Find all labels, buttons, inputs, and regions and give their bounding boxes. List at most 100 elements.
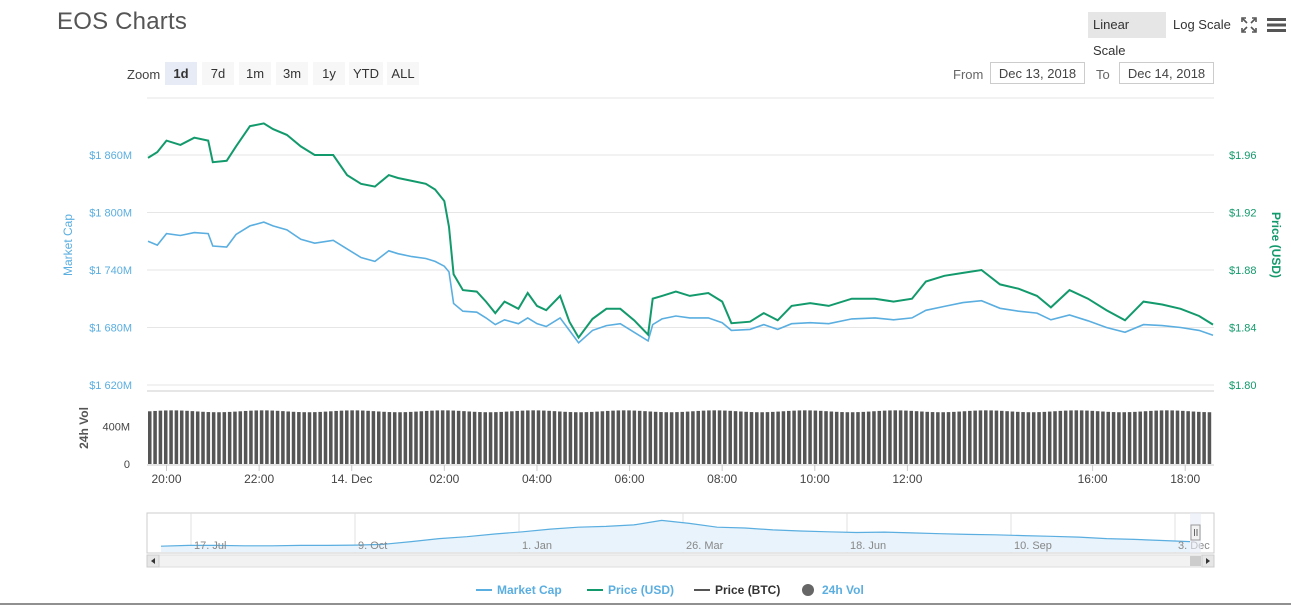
volume-bar <box>366 410 370 464</box>
volume-bar <box>882 410 887 464</box>
volume-bar <box>962 411 967 464</box>
volume-bar <box>755 412 759 464</box>
volume-bar <box>318 411 322 464</box>
navigator-label: 17. Jul <box>194 540 226 552</box>
volume-tick-label: 400M <box>102 421 130 433</box>
volume-bar <box>957 411 961 464</box>
volume-bar <box>845 412 850 464</box>
to-date-input[interactable]: Dec 14, 2018 <box>1119 62 1214 84</box>
volume-bar <box>930 412 935 464</box>
volume-bar <box>440 410 445 464</box>
volume-bar <box>350 410 354 464</box>
volume-bar <box>813 410 818 464</box>
volume-bars <box>148 410 1212 464</box>
zoom-ytd-button[interactable]: YTD <box>349 62 383 85</box>
volume-bar <box>701 410 706 464</box>
volume-bar <box>579 412 583 464</box>
volume-bar <box>435 410 440 464</box>
volume-bar <box>462 411 466 464</box>
volume-bar <box>1106 411 1111 464</box>
volume-bar <box>206 412 211 464</box>
volume-bar <box>488 412 493 464</box>
expand-icon[interactable] <box>1241 17 1257 33</box>
volume-bar <box>1031 412 1036 464</box>
volume-bar <box>334 410 338 464</box>
volume-bar <box>467 411 472 464</box>
volume-bar <box>952 411 956 464</box>
volume-bar <box>329 411 333 464</box>
volume-bar <box>978 410 983 464</box>
legend-item-market-cap[interactable]: Market Cap <box>476 583 562 597</box>
volume-axis-title: 24h Vol <box>77 407 91 449</box>
volume-bar <box>1207 412 1212 464</box>
x-tick-label: 16:00 <box>1078 472 1108 486</box>
volume-bar <box>531 410 535 464</box>
volume-bar <box>1170 410 1174 464</box>
scrollbar-track[interactable] <box>146 554 1215 568</box>
navigator-label: 18. Jun <box>850 540 886 552</box>
navigator-area <box>161 520 1190 552</box>
x-axis-ticks: 20:00 22:00 14. Dec 02:00 04:00 06:00 08:00 10:… <box>152 465 1201 486</box>
volume-bar <box>792 410 796 464</box>
left-tick-label: $1 800M <box>89 208 132 220</box>
volume-bar <box>1202 412 1206 464</box>
volume-bar <box>1010 411 1015 464</box>
volume-bar <box>323 411 328 464</box>
left-axis-title: Market Cap <box>61 214 75 276</box>
linear-scale-button[interactable]: Linear Scale <box>1088 12 1166 58</box>
scrollbar-right-button[interactable] <box>1201 554 1215 568</box>
volume-bar <box>605 410 610 464</box>
scroll-left-arrow-icon <box>151 558 155 564</box>
legend-item-price-usd[interactable]: Price (USD) <box>587 583 674 597</box>
volume-tick-label: 0 <box>124 459 130 471</box>
volume-bar <box>222 412 227 464</box>
legend-item-price-btc[interactable]: Price (BTC) <box>694 583 780 597</box>
zoom-1m-button[interactable]: 1m <box>239 62 271 85</box>
navigator-selection[interactable] <box>1190 513 1201 553</box>
from-date-input[interactable]: Dec 13, 2018 <box>990 62 1085 84</box>
volume-bar <box>238 411 243 464</box>
zoom-all-button[interactable]: ALL <box>387 62 419 85</box>
volume-bar <box>1138 411 1142 464</box>
zoom-3m-button[interactable]: 3m <box>276 62 308 85</box>
zoom-1y-button[interactable]: 1y <box>313 62 345 85</box>
legend-item-24h-vol[interactable]: 24h Vol <box>802 583 864 597</box>
volume-bar <box>856 412 860 464</box>
right-tick-label: $1.80 <box>1229 380 1257 392</box>
volume-bar <box>1085 410 1089 464</box>
navigator-line <box>160 519 1191 547</box>
volume-bar <box>451 410 456 464</box>
scrollbar-left-button[interactable] <box>146 554 160 568</box>
volume-axis-ticks: 400M 0 <box>102 421 130 471</box>
log-scale-button[interactable]: Log Scale <box>1173 17 1231 32</box>
legend-label-24h-vol: 24h Vol <box>822 583 864 597</box>
volume-bar <box>456 410 461 464</box>
volume-bar <box>872 411 876 464</box>
volume-bar <box>616 410 621 464</box>
volume-bar <box>430 410 434 464</box>
zoom-1d-button[interactable]: 1d <box>165 62 197 85</box>
volume-bar <box>563 411 567 464</box>
scrollbar-thumb[interactable] <box>1190 556 1201 566</box>
volume-bar <box>834 411 839 464</box>
volume-bar <box>494 412 498 464</box>
right-tick-label: $1.96 <box>1229 150 1257 162</box>
volume-bar <box>888 410 892 464</box>
volume-bar <box>190 411 195 464</box>
volume-bar <box>382 411 386 464</box>
x-tick-label: 14. Dec <box>331 472 372 486</box>
volume-bar <box>361 410 365 464</box>
volume-bar <box>499 411 503 464</box>
navigator-handle[interactable] <box>1190 524 1201 541</box>
hamburger-menu-icon[interactable] <box>1267 17 1286 33</box>
volume-bar <box>797 410 802 464</box>
volume-bar <box>1143 411 1148 464</box>
volume-bar <box>179 410 184 464</box>
volume-bar <box>275 410 280 464</box>
volume-bar <box>914 411 919 464</box>
zoom-7d-button[interactable]: 7d <box>202 62 234 85</box>
page-title: EOS Charts <box>57 8 188 35</box>
volume-bar <box>371 411 376 464</box>
x-tick-label: 20:00 <box>152 472 182 486</box>
